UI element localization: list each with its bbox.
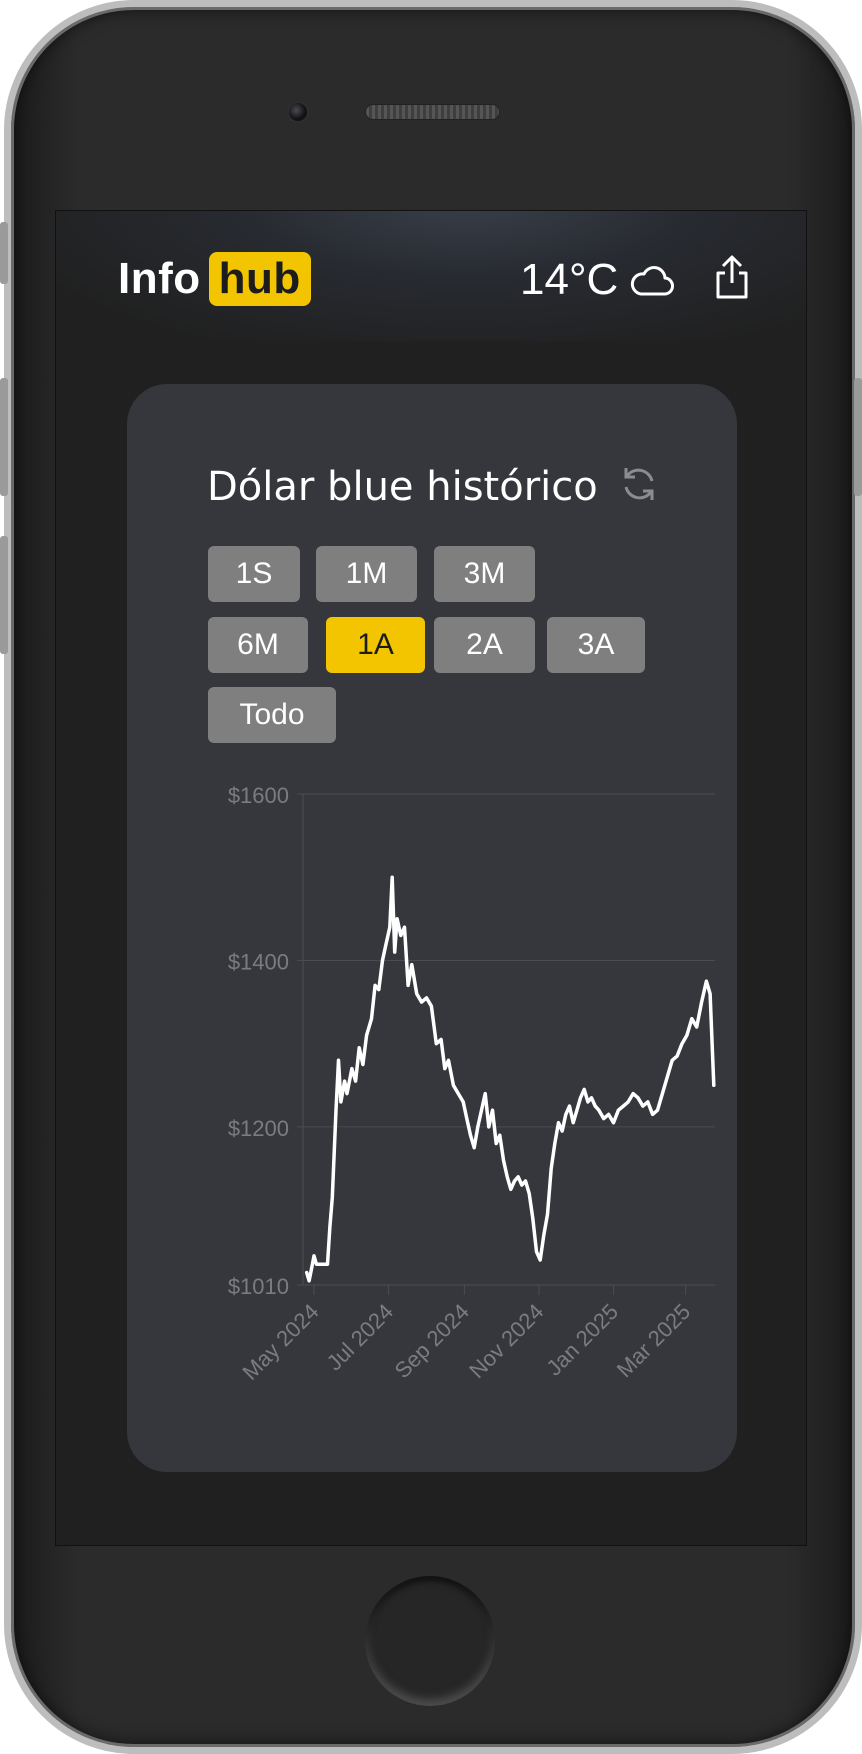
earpiece-speaker xyxy=(365,104,500,120)
logo-text-hub: hub xyxy=(208,252,311,306)
x-tick-label: Jul 2024 xyxy=(322,1299,399,1376)
y-tick-label: $1400 xyxy=(228,949,289,974)
range-button-3a[interactable]: 3A xyxy=(547,617,645,673)
share-icon[interactable] xyxy=(712,253,752,303)
x-tick-label: Sep 2024 xyxy=(390,1299,474,1383)
range-button-1a[interactable]: 1A xyxy=(326,617,425,673)
x-tick-label: Mar 2025 xyxy=(612,1299,695,1382)
range-button-1m[interactable]: 1M xyxy=(316,546,417,602)
cloud-icon xyxy=(631,266,675,296)
range-button-6m[interactable]: 6M xyxy=(208,617,308,673)
x-tick-label: May 2024 xyxy=(238,1299,324,1385)
temperature: 14°C xyxy=(520,255,619,304)
y-tick-label: $1010 xyxy=(228,1274,289,1299)
volume-down-button xyxy=(0,536,8,654)
y-tick-label: $1200 xyxy=(228,1116,289,1141)
x-tick-label: Nov 2024 xyxy=(464,1299,548,1383)
volume-up-button xyxy=(0,378,8,496)
power-button xyxy=(854,378,862,496)
card-title: Dólar blue histórico xyxy=(207,464,598,510)
range-button-2a[interactable]: 2A xyxy=(434,617,535,673)
refresh-icon[interactable] xyxy=(619,464,659,504)
range-button-todo[interactable]: Todo xyxy=(208,687,336,743)
front-camera xyxy=(287,101,309,123)
weather-widget: 14°C xyxy=(520,255,675,305)
y-tick-label: $1600 xyxy=(228,783,289,808)
mute-switch xyxy=(0,222,8,284)
x-tick-label: Jan 2025 xyxy=(541,1299,623,1381)
app-logo[interactable]: Info hub xyxy=(118,251,311,307)
screen: Info hub 14°C Dólar blue histórico 1S 1M… xyxy=(55,210,807,1546)
dolar-history-card: Dólar blue histórico 1S 1M 3M 6M 1A 2A 3… xyxy=(127,384,737,1472)
range-button-3m[interactable]: 3M xyxy=(434,546,535,602)
series-line xyxy=(304,875,716,1283)
range-button-1s[interactable]: 1S xyxy=(208,546,300,602)
home-button[interactable] xyxy=(365,1576,495,1706)
header: Info hub 14°C xyxy=(56,211,806,341)
logo-text-info: Info xyxy=(118,254,201,303)
